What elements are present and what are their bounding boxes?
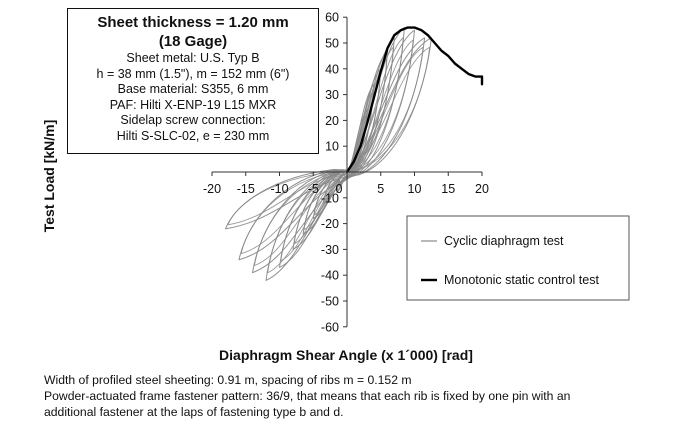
legend-label-monotonic: Monotonic static control test [444, 273, 599, 287]
monotonic-curve [345, 26, 484, 174]
x-tick-label: 0 [336, 182, 343, 196]
monotonic-curve-layer [345, 26, 484, 174]
x-tick-label: -5 [308, 182, 319, 196]
x-tick-label: 5 [377, 182, 384, 196]
caption-line-1: Width of profiled steel sheeting: 0.91 m… [44, 373, 412, 387]
specimen-info-box: Sheet thickness = 1.20 mm (18 Gage) Shee… [67, 8, 319, 154]
info-sheet-metal: Sheet metal: U.S. Typ B [126, 51, 260, 65]
figure-caption: Width of profiled steel sheeting: 0.91 m… [44, 372, 644, 420]
x-tick-label: -20 [203, 182, 221, 196]
info-sidelap: Sidelap screw connection: [120, 113, 266, 128]
y-tick-label: 50 [325, 37, 339, 51]
info-geometry: h = 38 mm (1.5"), m = 152 mm (6") [96, 66, 290, 81]
info-sidelap-screw: Hilti S-SLC-02, e = 230 mm [116, 128, 270, 143]
x-tick-label: 10 [408, 182, 422, 196]
y-tick-label: -60 [321, 320, 339, 334]
y-tick-label: 30 [325, 88, 339, 102]
hysteresis-chart: -20 -15 -10 -5 0 5 10 15 20605040302010-10-20-30… [41, 11, 630, 363]
legend-box [406, 215, 630, 301]
y-tick-label: 20 [325, 114, 339, 128]
x-tick-label: 15 [441, 182, 455, 196]
x-axis-title: Diaphragm Shear Angle (x 1´000) [rad] [219, 347, 473, 363]
y-tick-label: -10 [321, 191, 339, 205]
info-title-gage: (18 Gage) [158, 33, 228, 50]
y-axis-title: Test Load [kN/m] [41, 120, 57, 233]
info-title-thickness: Sheet thickness = 1.20 mm [97, 14, 289, 31]
x-tick-label: -10 [270, 182, 288, 196]
caption-line-2: Powder-actuated frame fastener pattern: … [44, 389, 571, 403]
y-tick-label: 40 [325, 62, 339, 76]
tick-labels-layer: -20 -15 -10 -5 0 5 10 15 20605040302010-10-20-30… [203, 11, 489, 335]
y-tick-label: 10 [325, 140, 339, 154]
y-tick-label: 60 [325, 11, 339, 25]
y-tick-label: -50 [321, 295, 339, 309]
legend-label-cyclic: Cyclic diaphragm test [444, 234, 564, 248]
x-tick-label: 20 [475, 182, 489, 196]
caption-line-3: additional fastener at the laps of faste… [44, 405, 344, 419]
info-base-material: Base material: S355, 6 mm [117, 82, 269, 97]
x-tick-label: -15 [237, 182, 255, 196]
info-paf: PAF: Hilti X-ENP-19 L15 MXR [109, 97, 277, 112]
y-tick-label: -40 [321, 269, 339, 283]
y-tick-label: -30 [321, 243, 339, 257]
y-tick-label: -20 [321, 217, 339, 231]
